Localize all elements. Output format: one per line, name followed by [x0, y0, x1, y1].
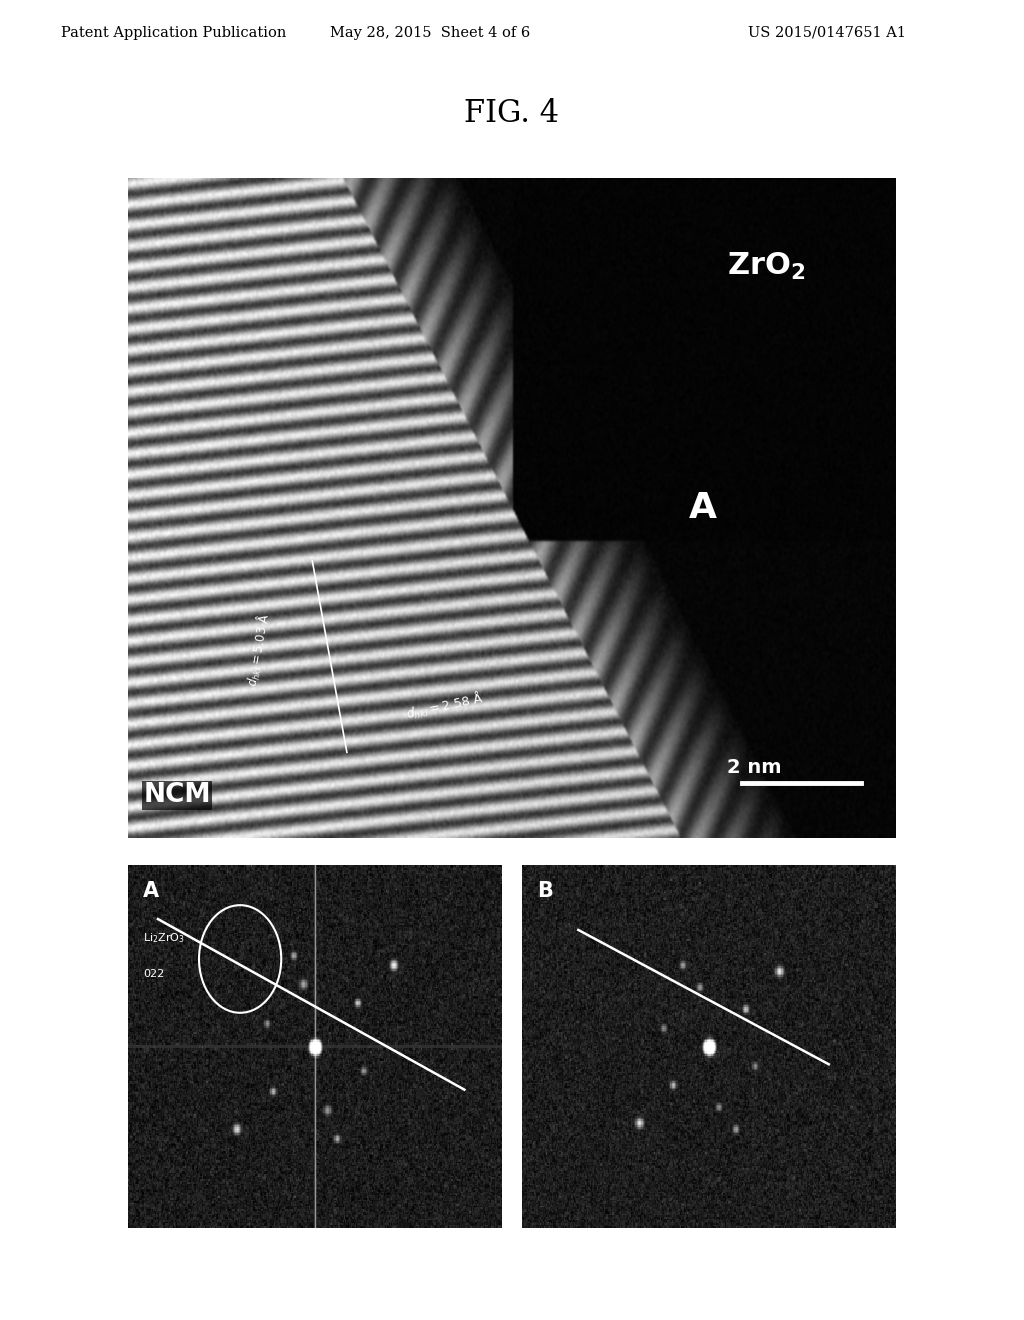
Text: $\mathbf{ZrO_2}$: $\mathbf{ZrO_2}$: [727, 251, 806, 282]
Text: B: B: [538, 882, 553, 902]
Text: US 2015/0147651 A1: US 2015/0147651 A1: [748, 25, 905, 40]
Text: $d_{hkl}=5.03$ Å: $d_{hkl}=5.03$ Å: [243, 612, 274, 688]
Text: FIG. 4: FIG. 4: [465, 98, 559, 128]
Text: A: A: [688, 491, 717, 525]
Text: 2 nm: 2 nm: [727, 758, 781, 776]
Text: 022: 022: [143, 969, 164, 979]
Text: A: A: [143, 882, 159, 902]
Text: Li$_2$ZrO$_3$: Li$_2$ZrO$_3$: [143, 931, 185, 945]
Text: NCM: NCM: [143, 783, 211, 808]
Text: May 28, 2015  Sheet 4 of 6: May 28, 2015 Sheet 4 of 6: [330, 25, 530, 40]
Text: Patent Application Publication: Patent Application Publication: [61, 25, 287, 40]
Text: $d_{hkl}=2.58$ Å: $d_{hkl}=2.58$ Å: [404, 689, 485, 723]
